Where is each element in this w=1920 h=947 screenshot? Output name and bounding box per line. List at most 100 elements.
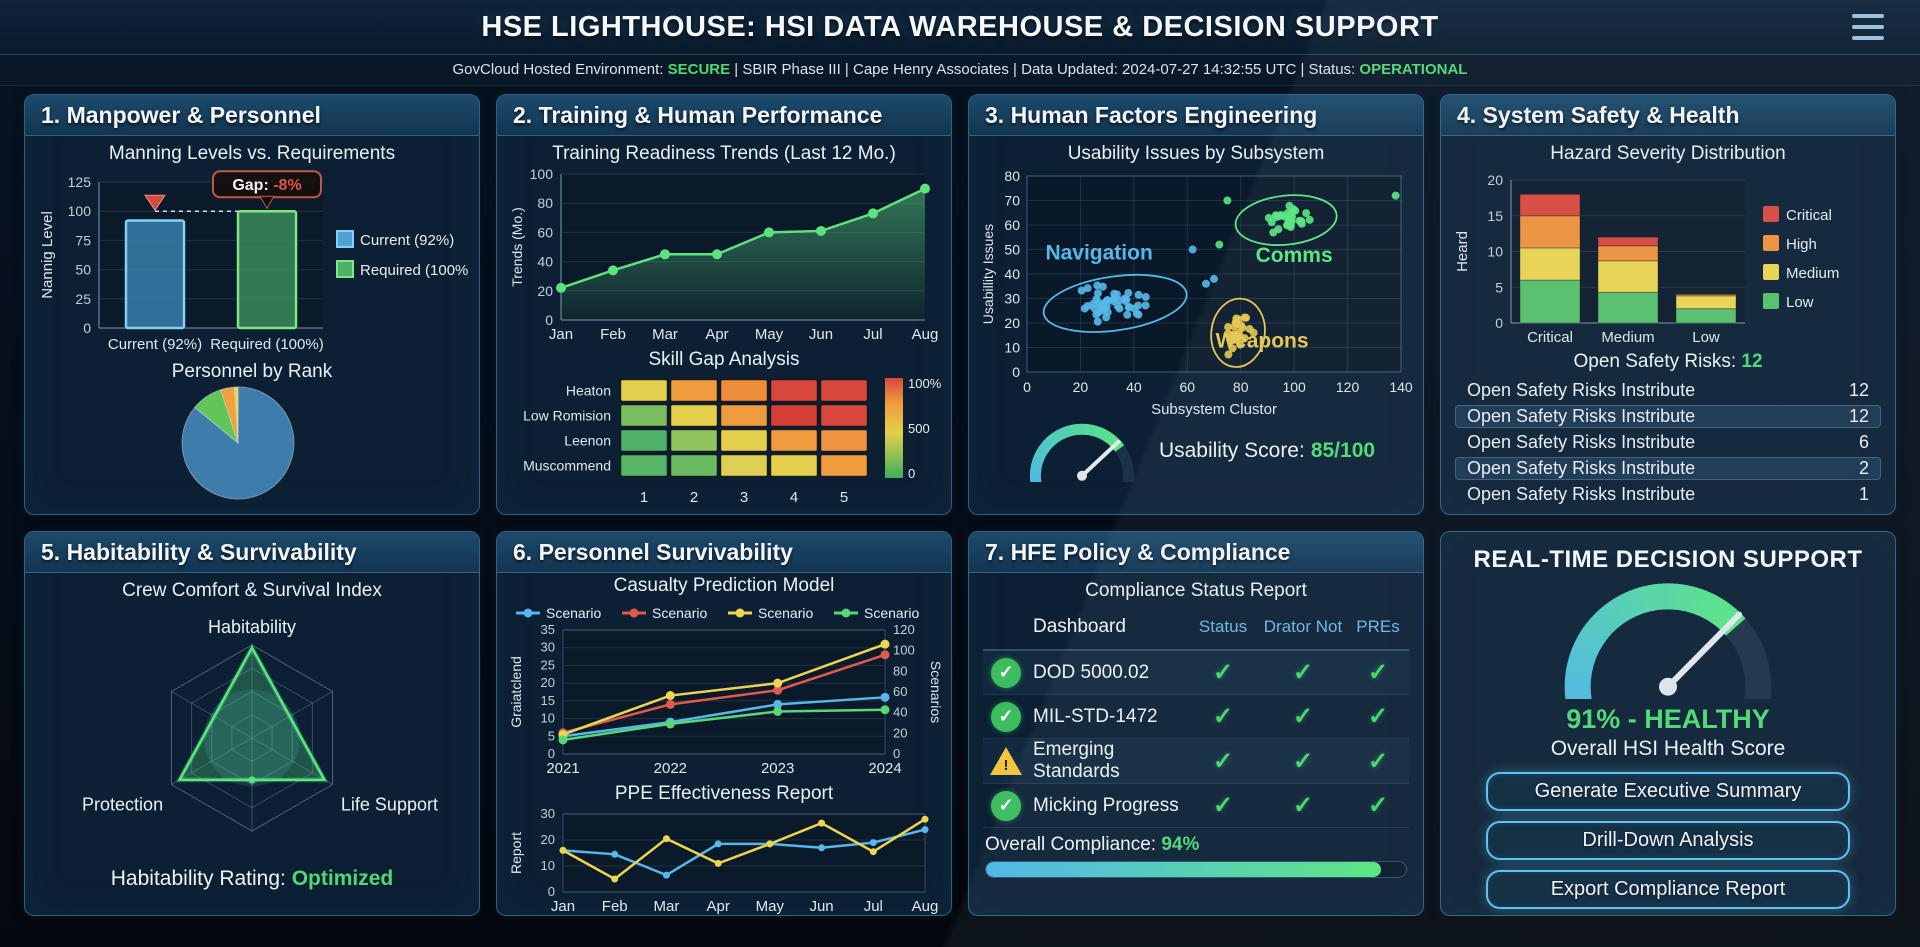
- risk-label: Open Safety Risks Instribute: [1467, 484, 1696, 504]
- svg-text:40: 40: [1004, 266, 1020, 282]
- svg-text:Leenon: Leenon: [564, 433, 611, 449]
- panel-title: 4. System Safety & Health: [1457, 102, 1740, 128]
- hamburger-menu-icon[interactable]: [1852, 14, 1884, 40]
- risk-value: 1: [1858, 484, 1869, 504]
- check-icon: ✓: [1212, 659, 1234, 686]
- svg-text:4: 4: [790, 489, 798, 506]
- safety-risk-row[interactable]: Open Safety Risks Instribute 12: [1455, 379, 1881, 402]
- chart-title: Casualty Prediction Model: [613, 575, 835, 596]
- chart-title: Training Readiness Trends (Last 12 Mo.): [552, 143, 896, 164]
- svg-text:3: 3: [740, 489, 748, 506]
- svg-text:May: May: [755, 326, 784, 343]
- risk-value: 12: [1848, 380, 1869, 400]
- svg-text:Jun: Jun: [809, 326, 833, 343]
- svg-text:15: 15: [541, 693, 555, 708]
- risk-value: 2: [1858, 458, 1869, 478]
- svg-text:Habitability: Habitability: [208, 617, 296, 637]
- decision-title: REAL-TIME DECISION SUPPORT: [1473, 546, 1863, 573]
- panel-manpower: 1. Manpower & Personnel Manning Levels v…: [24, 94, 480, 515]
- svg-text:60: 60: [893, 684, 907, 699]
- generate-executive-summary-button[interactable]: Generate Executive Summary: [1485, 772, 1851, 811]
- svg-text:Mar: Mar: [652, 326, 678, 343]
- svg-text:Required (100%): Required (100%): [210, 336, 323, 353]
- svg-text:Critical: Critical: [1786, 207, 1832, 224]
- svg-text:Required (100%): Required (100%): [360, 262, 469, 279]
- svg-text:10: 10: [1487, 244, 1503, 260]
- drill-down-analysis-button[interactable]: Drill-Down Analysis: [1485, 821, 1851, 860]
- panel-habitability: 5. Habitability & Survivability Crew Com…: [24, 531, 480, 916]
- open-safety-risks-summary: Open Safety Risks: 12: [1573, 351, 1763, 372]
- svg-text:2023: 2023: [761, 760, 794, 777]
- safety-risk-row[interactable]: Open Safety Risks Instribute 12: [1455, 405, 1881, 428]
- chart-title: Hazard Severity Distribution: [1550, 143, 1786, 164]
- panel-title: 7. HFE Policy & Compliance: [985, 539, 1291, 565]
- app-header: HSE LIGHTHOUSE: HSI DATA WAREHOUSE & DEC…: [0, 0, 1920, 55]
- panel-manpower-header: 1. Manpower & Personnel: [25, 95, 479, 136]
- svg-text:50: 50: [1004, 242, 1020, 258]
- panel-hfe: 3. Human Factors Engineering Usability I…: [968, 94, 1424, 515]
- svg-text:100: 100: [893, 643, 915, 658]
- svg-text:Low: Low: [1786, 294, 1814, 311]
- env-status: SECURE: [667, 61, 731, 78]
- safety-risk-list: Open Safety Risks Instribute 12 Open Safet…: [1451, 376, 1885, 509]
- svg-text:0: 0: [83, 320, 91, 336]
- export-compliance-report-button[interactable]: Export Compliance Report: [1485, 870, 1851, 909]
- svg-text:140: 140: [1389, 379, 1413, 395]
- svg-text:Apr: Apr: [706, 898, 729, 915]
- svg-text:40: 40: [893, 705, 907, 720]
- standard-name: MIL-STD-1472: [1033, 705, 1158, 727]
- check-icon: ✓: [1292, 703, 1314, 730]
- chart-title: Personnel by Rank: [171, 361, 333, 382]
- svg-text:Report: Report: [508, 832, 524, 874]
- svg-text:Life Support: Life Support: [341, 795, 438, 815]
- usability-gauge: [1017, 420, 1147, 507]
- svg-text:Nannig Level: Nannig Level: [39, 211, 56, 299]
- svg-text:Subsystem Clustor: Subsystem Clustor: [1151, 401, 1277, 418]
- svg-text:20: 20: [541, 675, 555, 690]
- svg-text:Jun: Jun: [809, 898, 833, 915]
- panel-survivability-header: 6. Personnel Survivability: [497, 532, 951, 573]
- svg-text:500: 500: [908, 421, 930, 436]
- svg-text:Graiatclend: Graiatclend: [508, 656, 524, 728]
- svg-text:Aug: Aug: [912, 326, 939, 343]
- hazard-stacked-bar-chart: 0 5 10 15 20 Critical Medium Low Critical High Med…: [1451, 166, 1885, 349]
- svg-text:100: 100: [1282, 379, 1306, 395]
- svg-text:Current (92%): Current (92%): [360, 232, 454, 249]
- compliance-progress-bar: [985, 861, 1407, 878]
- svg-text:Feb: Feb: [602, 898, 628, 915]
- svg-text:Muscommend: Muscommend: [523, 458, 611, 474]
- svg-text:20: 20: [1487, 172, 1503, 188]
- risk-label: Open Safety Risks Instribute: [1467, 432, 1696, 452]
- svg-text:30: 30: [541, 640, 555, 655]
- habitability-rating: Habitability Rating: Optimized: [110, 867, 394, 890]
- svg-text:25: 25: [541, 657, 555, 672]
- risk-label: Open Safety Risks Instribute: [1467, 406, 1696, 426]
- svg-text:0: 0: [545, 312, 553, 328]
- panel-hfe-header: 3. Human Factors Engineering: [969, 95, 1423, 136]
- safety-risk-row[interactable]: Open Safety Risks Instribute 1: [1455, 483, 1881, 506]
- svg-text:80: 80: [893, 663, 907, 678]
- risk-value: 12: [1848, 406, 1869, 426]
- safety-risk-row[interactable]: Open Safety Risks Instribute 6: [1455, 431, 1881, 454]
- svg-text:Navigation: Navigation: [1045, 241, 1152, 264]
- svg-text:40: 40: [1126, 379, 1142, 395]
- panel-title: 6. Personnel Survivability: [513, 539, 793, 565]
- panel-training: 2. Training & Human Performance Training…: [496, 94, 952, 515]
- status-bar: GovCloud Hosted Environment: SECURE | SB…: [0, 55, 1920, 86]
- panel-safety-header: 4. System Safety & Health: [1441, 95, 1895, 136]
- check-icon: ✓: [1212, 703, 1234, 730]
- check-icon: ✓: [1367, 747, 1389, 775]
- chart-title: Crew Comfort & Survival Index: [122, 580, 382, 601]
- svg-text:Jan: Jan: [551, 898, 575, 915]
- svg-text:60: 60: [1004, 217, 1020, 233]
- compliance-row: Emerging Standards ✓ ✓ ✓: [983, 739, 1409, 784]
- panel-title: 5. Habitability & Survivability: [41, 539, 357, 565]
- compliance-progress-fill: [986, 862, 1381, 877]
- operational-status: OPERATIONAL: [1359, 61, 1468, 78]
- svg-text:120: 120: [1336, 379, 1360, 395]
- standard-name: Emerging Standards: [1033, 739, 1120, 782]
- readiness-area-chart: 0 20 40 60 80 100 Jan Feb Mar Apr May Jun Jul Aug Tren…: [507, 166, 941, 346]
- svg-text:20: 20: [893, 725, 907, 740]
- svg-text:Heard: Heard: [1454, 231, 1471, 272]
- safety-risk-row[interactable]: Open Safety Risks Instribute 2: [1455, 457, 1881, 480]
